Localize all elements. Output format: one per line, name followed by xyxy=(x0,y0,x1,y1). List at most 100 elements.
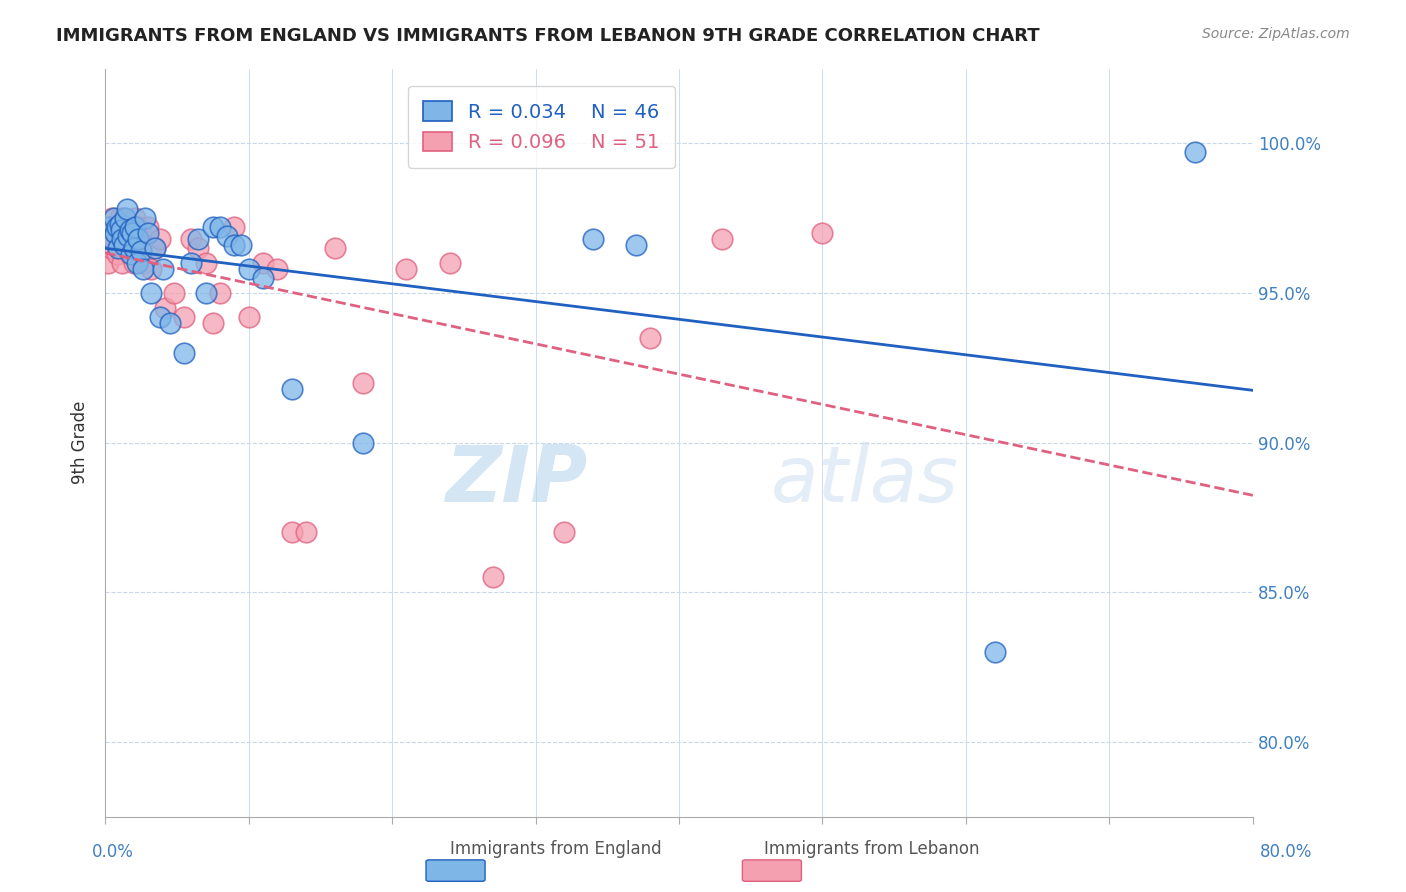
Point xyxy=(194,256,217,270)
Point xyxy=(108,217,131,231)
Point xyxy=(201,316,224,330)
Point xyxy=(100,241,122,255)
Point xyxy=(811,226,834,240)
Point xyxy=(101,232,124,246)
Text: Immigrants from Lebanon: Immigrants from Lebanon xyxy=(763,840,980,858)
Point xyxy=(323,241,346,255)
Point xyxy=(295,525,318,540)
Point xyxy=(112,211,135,226)
Point xyxy=(110,223,132,237)
Text: IMMIGRANTS FROM ENGLAND VS IMMIGRANTS FROM LEBANON 9TH GRADE CORRELATION CHART: IMMIGRANTS FROM ENGLAND VS IMMIGRANTS FR… xyxy=(56,27,1040,45)
Point xyxy=(208,285,231,300)
Point xyxy=(180,232,202,246)
Point xyxy=(231,238,253,252)
Point xyxy=(110,232,132,246)
Point xyxy=(252,271,274,285)
Point xyxy=(134,211,156,226)
Point xyxy=(159,316,181,330)
Y-axis label: 9th Grade: 9th Grade xyxy=(72,401,89,484)
Text: 80.0%: 80.0% xyxy=(1260,843,1312,861)
Point xyxy=(711,232,734,246)
Point xyxy=(145,241,167,255)
Point xyxy=(187,241,209,255)
Point xyxy=(125,256,148,270)
Point xyxy=(117,241,139,255)
Point xyxy=(120,247,142,261)
Point xyxy=(139,262,162,277)
Point xyxy=(173,345,195,359)
Point xyxy=(121,226,143,240)
Point xyxy=(224,220,246,235)
Point xyxy=(118,223,141,237)
Point xyxy=(280,525,302,540)
Point xyxy=(224,238,246,252)
Point xyxy=(136,220,159,235)
Point xyxy=(127,232,149,246)
Point xyxy=(103,232,125,246)
Point xyxy=(180,256,202,270)
Text: 0.0%: 0.0% xyxy=(91,843,134,861)
Point xyxy=(112,238,135,252)
Point xyxy=(553,525,575,540)
Point xyxy=(120,220,142,235)
Point xyxy=(108,211,131,226)
Point xyxy=(115,232,138,246)
Point xyxy=(125,232,148,246)
Point xyxy=(217,229,239,244)
Point xyxy=(101,211,124,226)
Point xyxy=(131,262,153,277)
Point xyxy=(439,256,461,270)
Point xyxy=(280,382,302,396)
Point xyxy=(127,220,149,235)
Point xyxy=(103,211,125,226)
Point xyxy=(132,256,155,270)
Point xyxy=(105,247,128,261)
Point xyxy=(98,220,121,235)
Point xyxy=(118,247,141,261)
Point xyxy=(163,285,186,300)
Point xyxy=(582,232,605,246)
Point xyxy=(149,232,172,246)
Point xyxy=(97,220,120,235)
Point xyxy=(481,570,503,584)
Point xyxy=(155,301,177,315)
Point xyxy=(111,232,134,246)
Text: atlas: atlas xyxy=(770,442,959,518)
Point xyxy=(352,435,374,450)
Point xyxy=(352,376,374,390)
Point xyxy=(266,262,288,277)
Point xyxy=(1184,145,1206,160)
Text: Source: ZipAtlas.com: Source: ZipAtlas.com xyxy=(1202,27,1350,41)
Point xyxy=(152,262,174,277)
Point xyxy=(122,256,145,270)
Point xyxy=(105,220,128,235)
Point xyxy=(121,232,143,246)
Point xyxy=(129,226,152,240)
Point xyxy=(201,220,224,235)
Point xyxy=(983,645,1005,659)
Point xyxy=(238,310,260,324)
Point xyxy=(129,244,152,258)
Text: Immigrants from England: Immigrants from England xyxy=(450,840,661,858)
Point xyxy=(104,226,127,240)
Point xyxy=(640,331,662,345)
Point xyxy=(252,256,274,270)
Point xyxy=(395,262,418,277)
Point xyxy=(208,220,231,235)
Point xyxy=(114,220,136,235)
Point xyxy=(124,220,146,235)
Point xyxy=(111,256,134,270)
Point xyxy=(173,310,195,324)
Point xyxy=(124,211,146,226)
Point xyxy=(139,285,162,300)
Point xyxy=(97,256,120,270)
Point xyxy=(117,229,139,244)
Point xyxy=(107,220,129,235)
Point xyxy=(194,285,217,300)
Point xyxy=(107,241,129,255)
Point xyxy=(187,232,209,246)
Point xyxy=(115,202,138,216)
Legend: R = 0.034    N = 46, R = 0.096    N = 51: R = 0.034 N = 46, R = 0.096 N = 51 xyxy=(408,86,675,168)
Point xyxy=(122,241,145,255)
Point xyxy=(149,310,172,324)
